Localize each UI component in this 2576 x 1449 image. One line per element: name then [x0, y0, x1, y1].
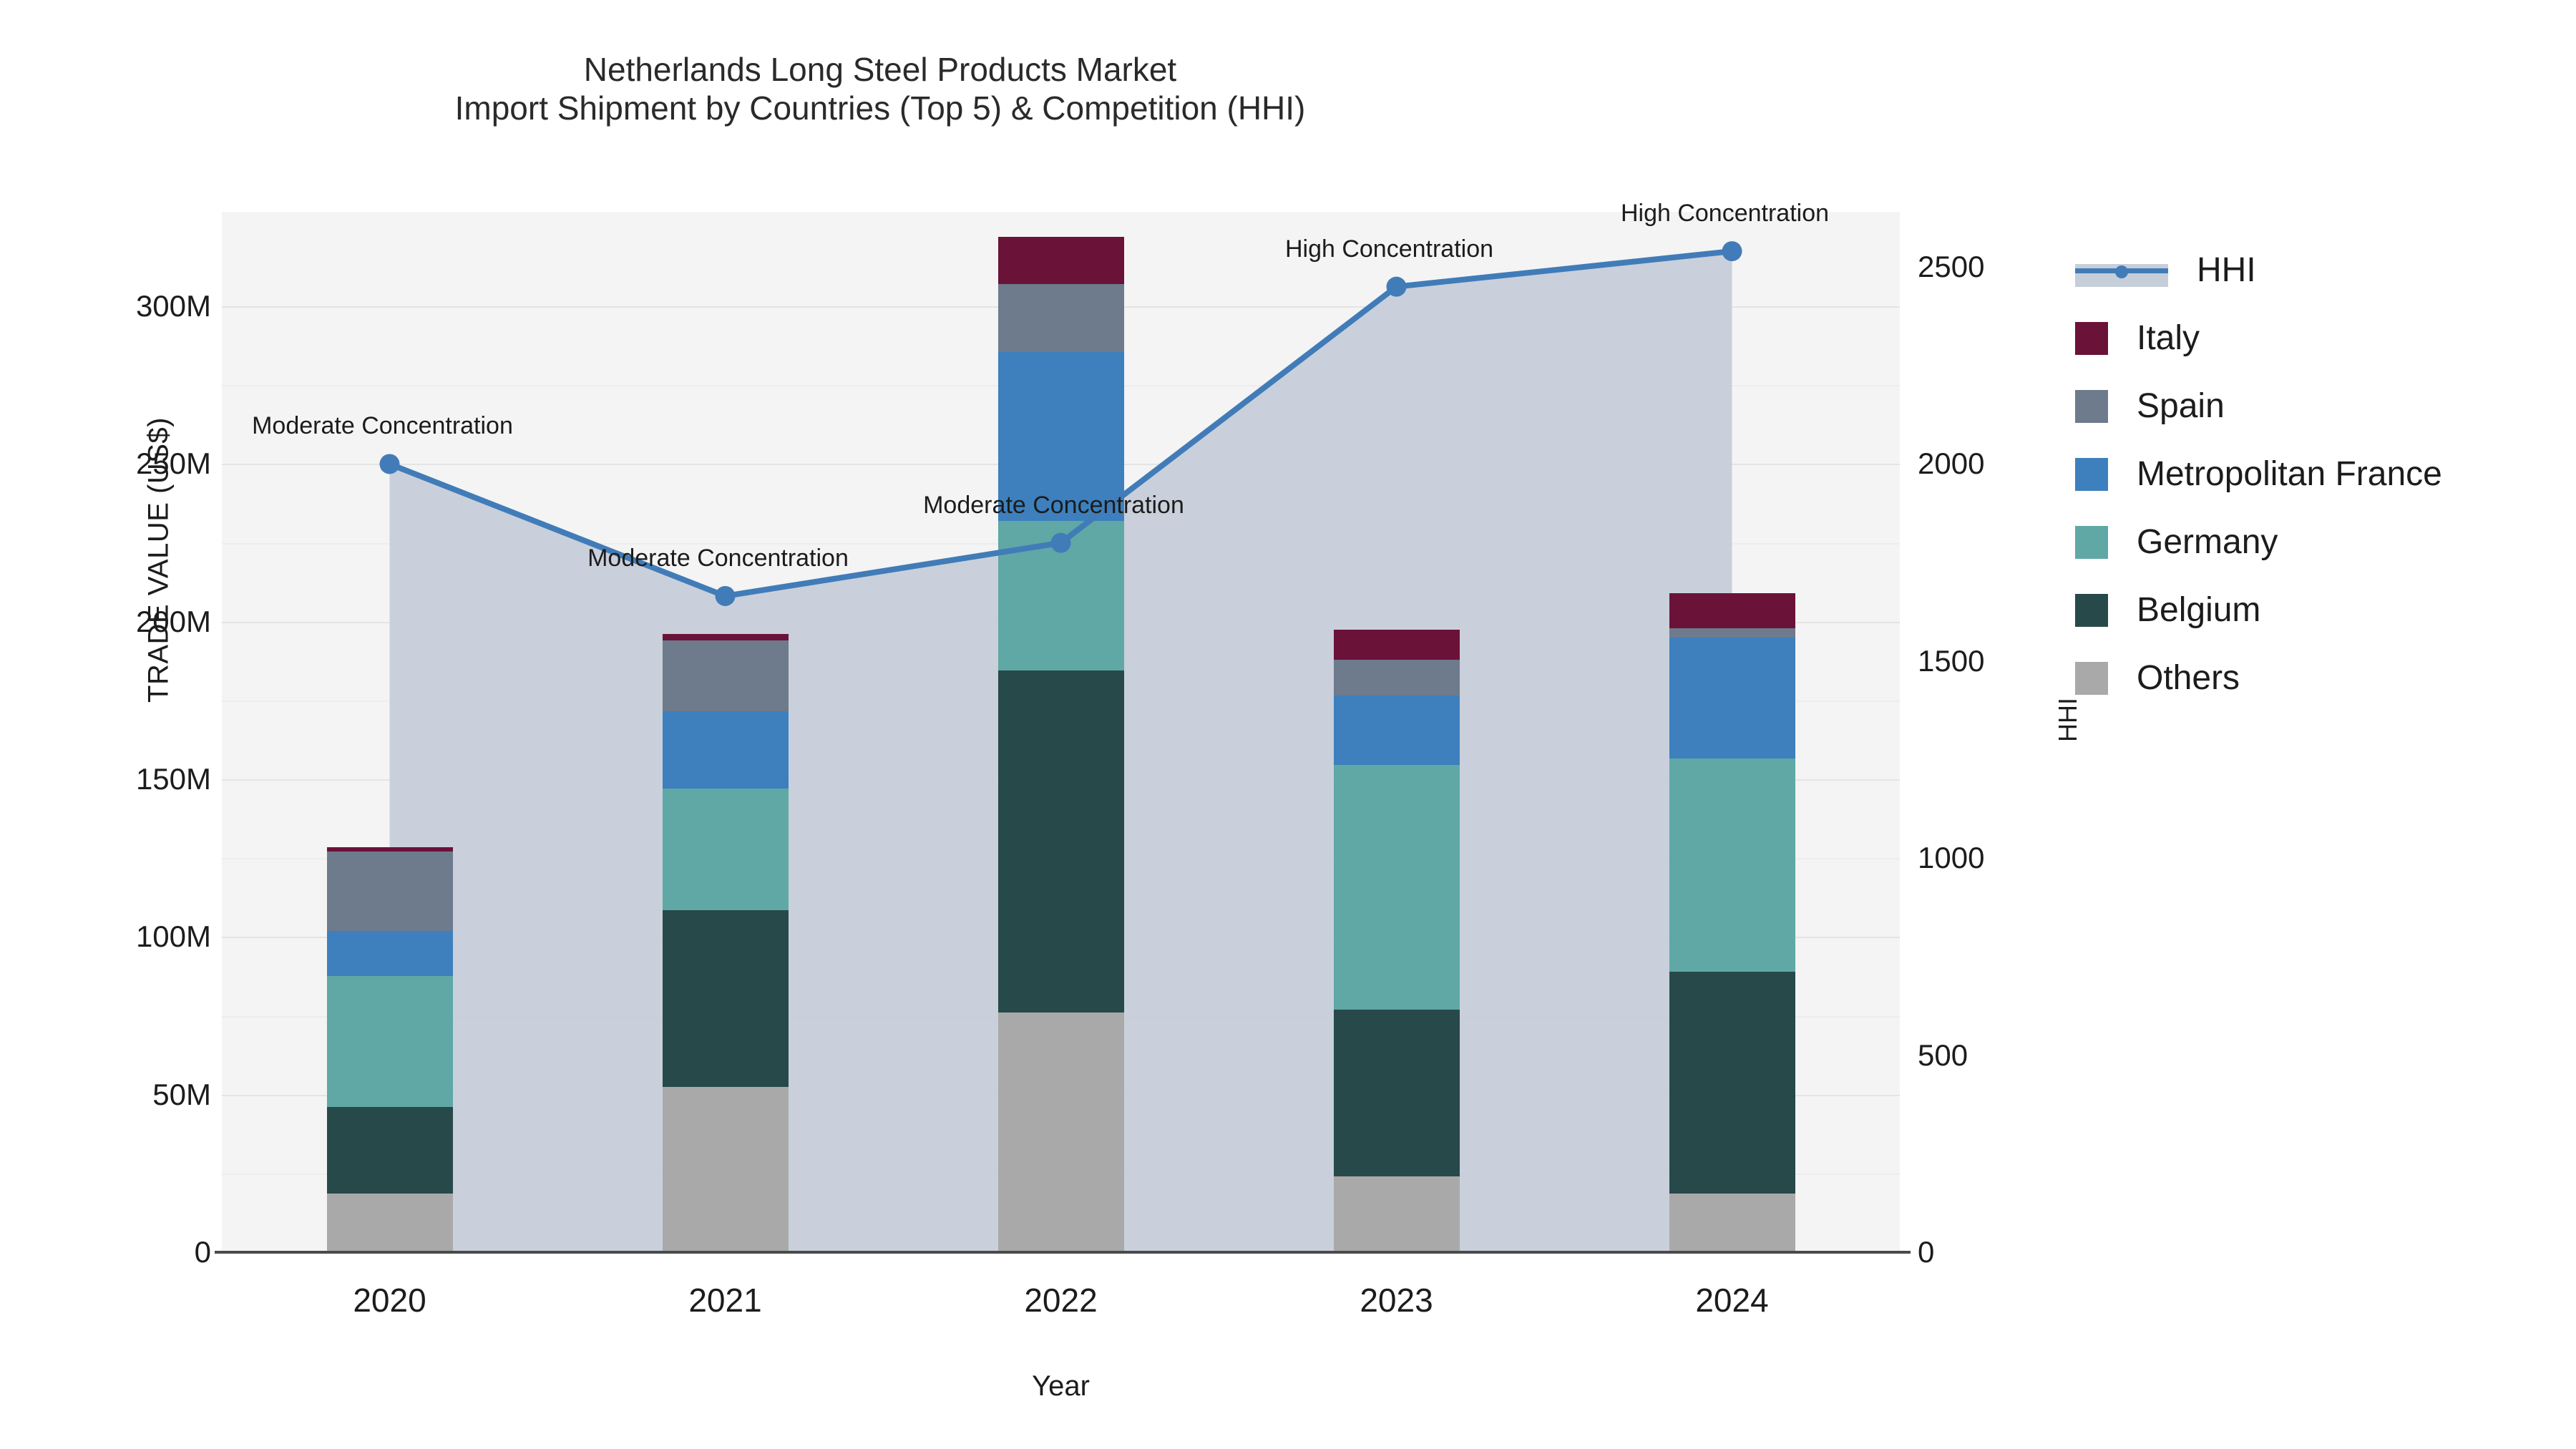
bar-segment[interactable]: [326, 1194, 453, 1252]
bar-segment[interactable]: [326, 930, 453, 977]
hhi-annotation: Moderate Concentration: [252, 412, 513, 440]
hhi-annotation: High Concentration: [1284, 235, 1494, 263]
legend-item-label: Spain: [2137, 387, 2225, 425]
bar-segment[interactable]: [1669, 637, 1795, 759]
bar-segment[interactable]: [1669, 758, 1795, 972]
bar-segment[interactable]: [1669, 1194, 1795, 1252]
legend-item[interactable]: Italy: [2075, 304, 2576, 372]
hhi-annotation: High Concentration: [1620, 200, 1830, 228]
y-axis-left-ticks: 0 50M 100M 150M 200M 250M 300M: [0, 0, 211, 1449]
bar-segment[interactable]: [997, 237, 1124, 285]
bar-segment[interactable]: [1669, 971, 1795, 1194]
legend-item-label: HHI: [2197, 251, 2256, 289]
y-axis-right-tick-label: 1000: [1918, 841, 1985, 875]
y-axis-right-tick-label: 500: [1918, 1038, 1968, 1072]
legend-item[interactable]: Spain: [2075, 372, 2576, 440]
legend-color-swatch: [2075, 593, 2108, 627]
legend-item[interactable]: Germany: [2075, 508, 2576, 576]
bar-segment[interactable]: [662, 640, 789, 712]
y-axis-left-tick-label: 0: [194, 1235, 211, 1269]
legend-item-label: Metropolitan France: [2137, 455, 2442, 493]
y-axis-left-tick-label: 300M: [135, 289, 211, 323]
hhi-annotation: Moderate Concentration: [587, 544, 849, 572]
chart-legend: HHI Italy Spain Metropolitan France Germany B…: [2075, 236, 2576, 712]
bar-segment[interactable]: [326, 852, 453, 931]
legend-item[interactable]: Metropolitan France: [2075, 440, 2576, 508]
legend-color-swatch: [2075, 321, 2108, 355]
bar-segment[interactable]: [1333, 629, 1460, 660]
bar-segment[interactable]: [997, 670, 1124, 1013]
bar-segment[interactable]: [662, 909, 789, 1087]
chart-title: Netherlands Long Steel Products Market I…: [0, 50, 1760, 128]
bar-segment[interactable]: [997, 284, 1124, 353]
x-axis-line: [215, 1251, 1911, 1254]
y-axis-left-tick-label: 100M: [135, 919, 211, 954]
legend-item-label: Italy: [2137, 319, 2200, 357]
x-axis-title: Year: [1032, 1370, 1090, 1402]
bar-segment[interactable]: [662, 634, 789, 641]
y-axis-right-tick-label: 1500: [1918, 643, 1985, 678]
legend-item-label: Belgium: [2137, 591, 2261, 629]
y-axis-left-title: TRADE VALUE (US$): [142, 417, 175, 703]
legend-color-swatch: [2075, 661, 2108, 695]
plot-area: [222, 212, 1900, 1254]
x-axis-tick-label: 2020: [353, 1282, 426, 1319]
bar-segment[interactable]: [1333, 696, 1460, 766]
bar-segment[interactable]: [1333, 659, 1460, 696]
bar-segment[interactable]: [1333, 765, 1460, 1010]
bar-segment[interactable]: [326, 976, 453, 1108]
legend-item-label: Others: [2137, 659, 2240, 697]
bar-segment[interactable]: [1333, 1009, 1460, 1177]
x-axis-tick-label: 2023: [1360, 1282, 1433, 1319]
y-axis-right-tick-label: 2500: [1918, 250, 1985, 284]
y-axis-left-tick-label: 250M: [135, 447, 211, 481]
chart-title-line2: Import Shipment by Countries (Top 5) & C…: [454, 89, 1306, 127]
legend-color-swatch: [2075, 525, 2108, 559]
bar-segment[interactable]: [326, 1107, 453, 1194]
y-axis-right-ticks: 0 500 1000 1500 2000 2500: [1918, 0, 2089, 1449]
y-axis-left-tick-label: 150M: [135, 762, 211, 796]
bar-segment[interactable]: [1333, 1176, 1460, 1252]
hhi-line-swatch: [2075, 254, 2168, 287]
x-axis-tick-label: 2021: [688, 1282, 762, 1319]
bar-segment[interactable]: [662, 1086, 789, 1252]
y-axis-right-tick-label: 0: [1918, 1235, 1935, 1269]
y-axis-left-tick-label: 200M: [135, 604, 211, 638]
chart-title-line1: Netherlands Long Steel Products Market: [583, 51, 1177, 88]
legend-color-swatch: [2075, 389, 2108, 423]
bar-segment[interactable]: [1669, 628, 1795, 638]
legend-item[interactable]: HHI: [2075, 236, 2576, 304]
bar-segment[interactable]: [326, 847, 453, 852]
y-axis-left-tick-label: 50M: [152, 1077, 211, 1111]
bar-segment[interactable]: [662, 789, 789, 910]
x-axis-tick-label: 2024: [1695, 1282, 1769, 1319]
x-axis-tick-label: 2022: [1024, 1282, 1098, 1319]
legend-item[interactable]: Others: [2075, 644, 2576, 712]
hhi-annotation: Moderate Concentration: [923, 491, 1184, 519]
bar-segment[interactable]: [997, 520, 1124, 671]
bar-segment[interactable]: [997, 1013, 1124, 1252]
legend-item[interactable]: Belgium: [2075, 576, 2576, 644]
legend-item-label: Germany: [2137, 523, 2278, 561]
bar-segment[interactable]: [1669, 593, 1795, 628]
y-axis-right-tick-label: 2000: [1918, 447, 1985, 481]
legend-color-swatch: [2075, 457, 2108, 491]
bar-segment[interactable]: [662, 711, 789, 789]
